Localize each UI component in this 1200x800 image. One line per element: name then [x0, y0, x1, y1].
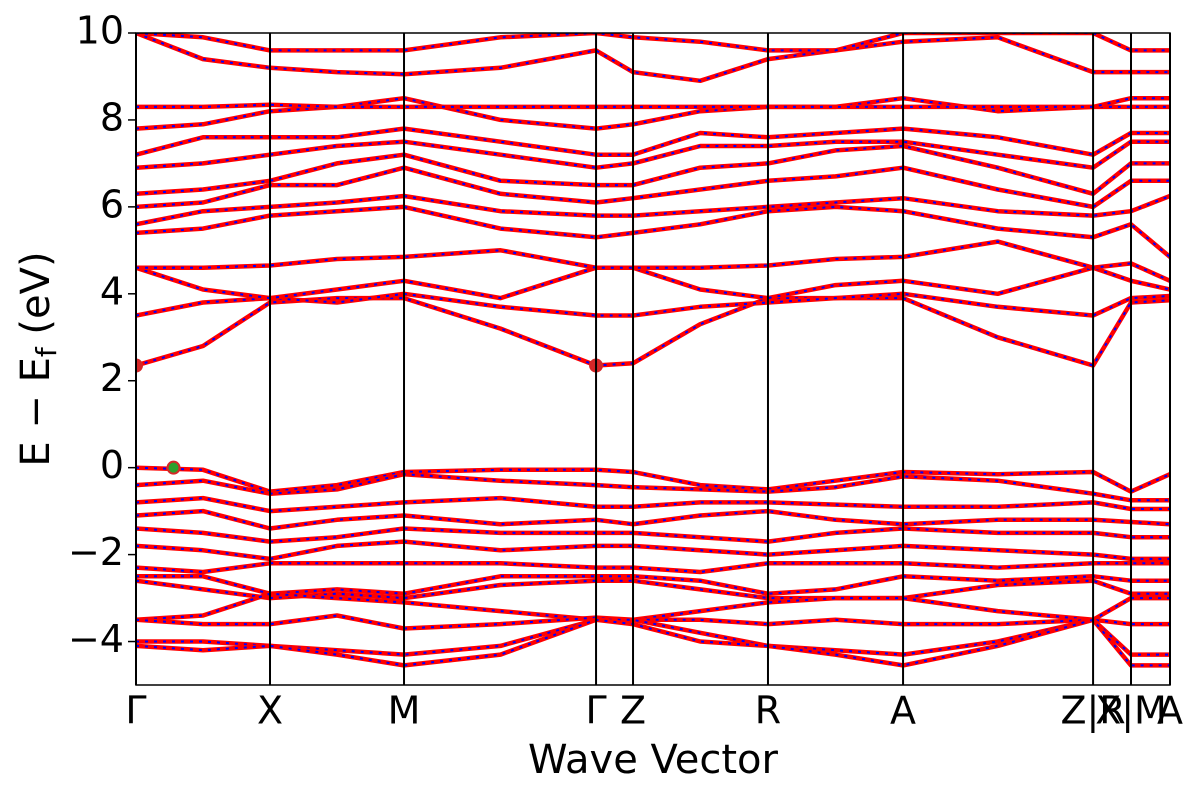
x-tick-label: A [890, 689, 916, 733]
band-dashed [136, 592, 1170, 621]
y-axis-label-unit: (eV) [13, 251, 59, 347]
band [136, 471, 1170, 503]
band [136, 139, 1170, 170]
x-tick-label: X [257, 689, 283, 733]
band [136, 508, 1170, 531]
band-dashed [136, 618, 1170, 667]
extremum-marker [166, 460, 181, 475]
y-tick-label: 2 [100, 356, 124, 400]
y-tick-label: 8 [100, 95, 124, 139]
band-dashed [136, 140, 1170, 169]
band [136, 265, 1170, 301]
band [136, 204, 1170, 260]
band [136, 561, 1170, 575]
x-tick-label: X|M [1095, 689, 1167, 734]
band-dashed [136, 614, 1170, 630]
axes-frame [135, 32, 1171, 686]
y-tick-label: 6 [100, 182, 124, 226]
y-axis-label-subscript: f [30, 346, 63, 357]
band-dashed [136, 562, 1170, 573]
band-dashed [136, 466, 1170, 493]
x-tick-label: Z [620, 689, 646, 733]
x-axis-label: Wave Vector [528, 737, 779, 783]
x-tick-label: M [388, 689, 421, 733]
band-dashed [136, 497, 1170, 513]
y-tick-label: 0 [100, 443, 124, 487]
band [136, 165, 1170, 210]
y-tick-label: −4 [68, 617, 124, 661]
y-tick-label: 4 [100, 269, 124, 313]
band [136, 143, 1170, 197]
y-axis-label: E − Ef (eV) [13, 251, 63, 466]
band [136, 495, 1170, 514]
y-tick-label: 10 [76, 9, 124, 53]
x-tick-label: Z|R [1060, 689, 1125, 734]
extremum-marker [136, 358, 143, 373]
band [136, 291, 1170, 318]
band-dashed [136, 540, 1170, 560]
band [136, 95, 1170, 131]
plot-area [136, 33, 1170, 668]
band-dashed [136, 33, 1170, 82]
y-tick-label: −2 [68, 530, 124, 574]
band-dashed [136, 127, 1170, 156]
band [136, 617, 1170, 668]
band [136, 574, 1170, 596]
x-tick-label: A [1157, 689, 1183, 733]
band-dashed [136, 33, 1170, 52]
band-dashed [136, 195, 1170, 226]
band-dashed [136, 240, 1170, 282]
band-dashed [136, 97, 1170, 108]
x-tick-label: Γ [585, 689, 606, 733]
band-dashed [136, 266, 1170, 300]
band-dashed [136, 579, 1170, 600]
x-tick-label: R [755, 689, 781, 733]
x-tick-label: Γ [125, 689, 146, 733]
y-axis-label-main: E − E [13, 357, 59, 467]
band [136, 193, 1170, 227]
band-dashed [136, 527, 1170, 543]
band-dashed [136, 97, 1170, 130]
